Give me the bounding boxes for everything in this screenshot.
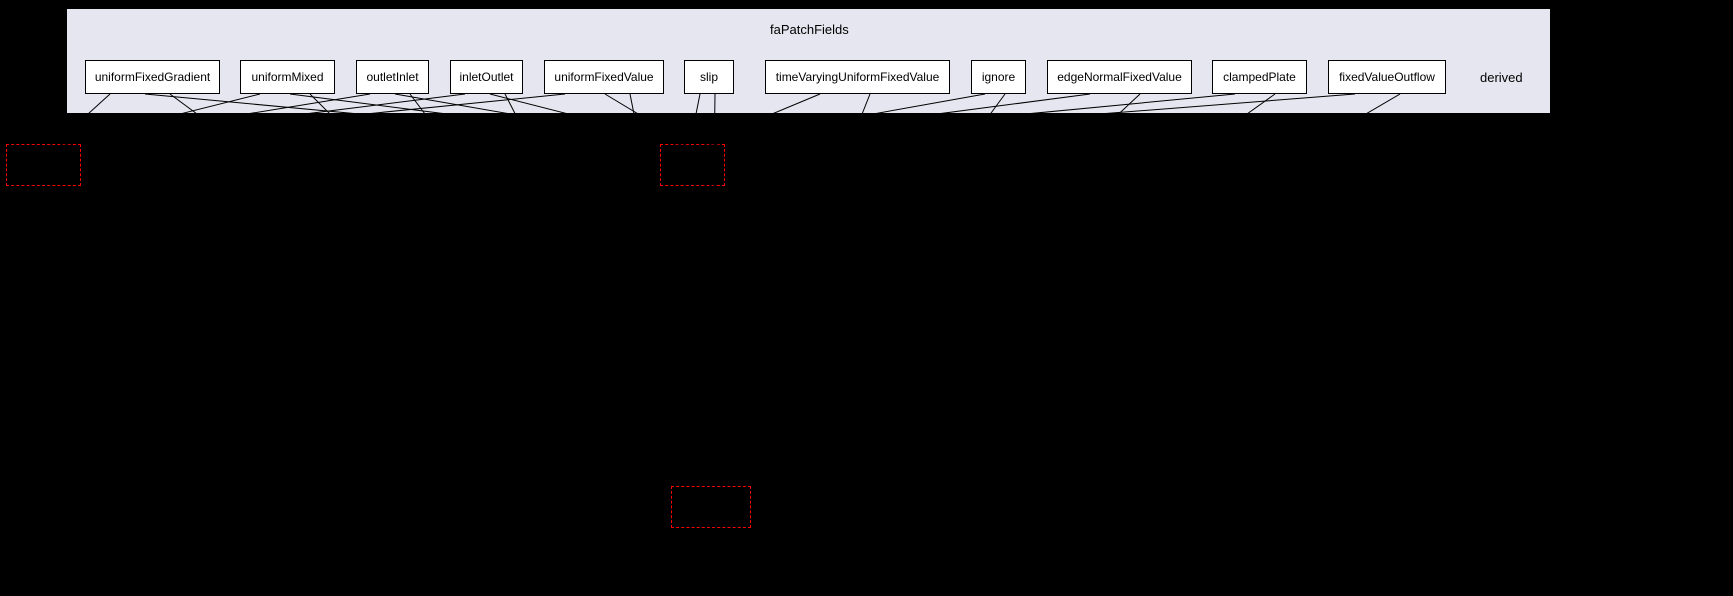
child-box-label: uniformFixedValue (554, 70, 653, 84)
child-box-label: ignore (982, 70, 1015, 84)
child-box-label: edgeNormalFixedValue (1057, 70, 1182, 84)
edge-line (715, 94, 870, 486)
child-box-inletOutlet[interactable]: inletOutlet (450, 60, 523, 94)
edge-line (730, 94, 1400, 486)
child-box-clampedPlate[interactable]: clampedPlate (1212, 60, 1307, 94)
child-box-timeVaryingUniformFixedValue[interactable]: timeVaryingUniformFixedValue (765, 60, 950, 94)
child-box-uniformFixedValue[interactable]: uniformFixedValue (544, 60, 664, 94)
edge-line (718, 94, 1005, 486)
red-box-red1[interactable] (6, 144, 81, 186)
child-box-edgeNormalFixedValue[interactable]: edgeNormalFixedValue (1047, 60, 1192, 94)
child-box-label: uniformMixed (251, 70, 323, 84)
parent-label[interactable]: faPatchFields (770, 22, 849, 37)
red-box-red3[interactable] (671, 486, 751, 528)
derived-label: derived (1480, 70, 1523, 85)
child-box-fixedValueOutflow[interactable]: fixedValueOutflow (1328, 60, 1446, 94)
edge-line (170, 94, 700, 486)
child-box-ignore[interactable]: ignore (971, 60, 1026, 94)
edge-line (722, 94, 1140, 486)
red-box-red2[interactable] (660, 144, 725, 186)
edge-line (310, 94, 702, 486)
edge-line (726, 94, 1275, 486)
child-box-slip[interactable]: slip (684, 60, 734, 94)
child-box-label: outletInlet (366, 70, 418, 84)
child-box-label: slip (700, 70, 718, 84)
child-box-uniformMixed[interactable]: uniformMixed (240, 60, 335, 94)
child-box-label: clampedPlate (1223, 70, 1296, 84)
child-box-outletInlet[interactable]: outletInlet (356, 60, 429, 94)
child-box-uniformFixedGradient[interactable]: uniformFixedGradient (85, 60, 220, 94)
child-box-label: uniformFixedGradient (95, 70, 210, 84)
child-box-label: fixedValueOutflow (1339, 70, 1435, 84)
child-box-label: timeVaryingUniformFixedValue (776, 70, 940, 84)
child-box-label: inletOutlet (459, 70, 513, 84)
